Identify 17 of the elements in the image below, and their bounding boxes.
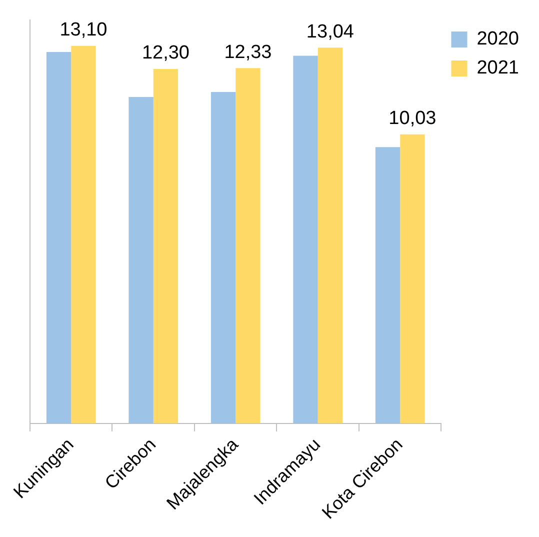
bar <box>375 147 400 424</box>
bar <box>71 46 96 424</box>
data-label: 13,10 <box>60 20 108 41</box>
bar <box>128 96 154 424</box>
data-label: 10,03 <box>388 108 436 130</box>
bar <box>400 134 425 424</box>
bar <box>293 56 318 424</box>
legend-label: 2020 <box>476 28 520 50</box>
data-label: 13,04 <box>306 21 354 42</box>
bar <box>153 68 178 424</box>
legend-label: 2021 <box>476 58 520 79</box>
bar <box>46 52 72 424</box>
data-label: 12,33 <box>224 42 272 63</box>
bar <box>210 92 236 424</box>
bar <box>318 48 343 424</box>
data-label: 12,30 <box>142 42 190 64</box>
bar <box>236 68 260 424</box>
